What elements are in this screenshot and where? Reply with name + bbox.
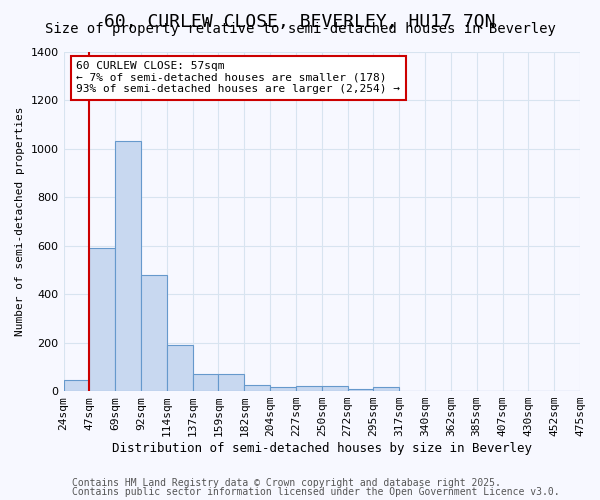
Bar bbox=[347, 388, 373, 391]
Bar bbox=[244, 385, 270, 391]
Text: Size of property relative to semi-detached houses in Beverley: Size of property relative to semi-detach… bbox=[44, 22, 556, 36]
Bar bbox=[115, 141, 141, 391]
Text: Contains HM Land Registry data © Crown copyright and database right 2025.: Contains HM Land Registry data © Crown c… bbox=[72, 478, 501, 488]
X-axis label: Distribution of semi-detached houses by size in Beverley: Distribution of semi-detached houses by … bbox=[112, 442, 532, 455]
Bar bbox=[141, 274, 167, 391]
Bar bbox=[322, 386, 347, 391]
Bar bbox=[89, 248, 115, 391]
Bar bbox=[373, 388, 399, 391]
Bar bbox=[218, 374, 244, 391]
Text: Contains public sector information licensed under the Open Government Licence v3: Contains public sector information licen… bbox=[72, 487, 560, 497]
Bar bbox=[64, 380, 89, 391]
Bar bbox=[270, 388, 296, 391]
Text: 60 CURLEW CLOSE: 57sqm
← 7% of semi-detached houses are smaller (178)
93% of sem: 60 CURLEW CLOSE: 57sqm ← 7% of semi-deta… bbox=[76, 61, 400, 94]
Y-axis label: Number of semi-detached properties: Number of semi-detached properties bbox=[15, 106, 25, 336]
Text: 60, CURLEW CLOSE, BEVERLEY, HU17 7QN: 60, CURLEW CLOSE, BEVERLEY, HU17 7QN bbox=[104, 12, 496, 30]
Bar bbox=[296, 386, 322, 391]
Bar bbox=[167, 345, 193, 391]
Bar bbox=[193, 374, 218, 391]
